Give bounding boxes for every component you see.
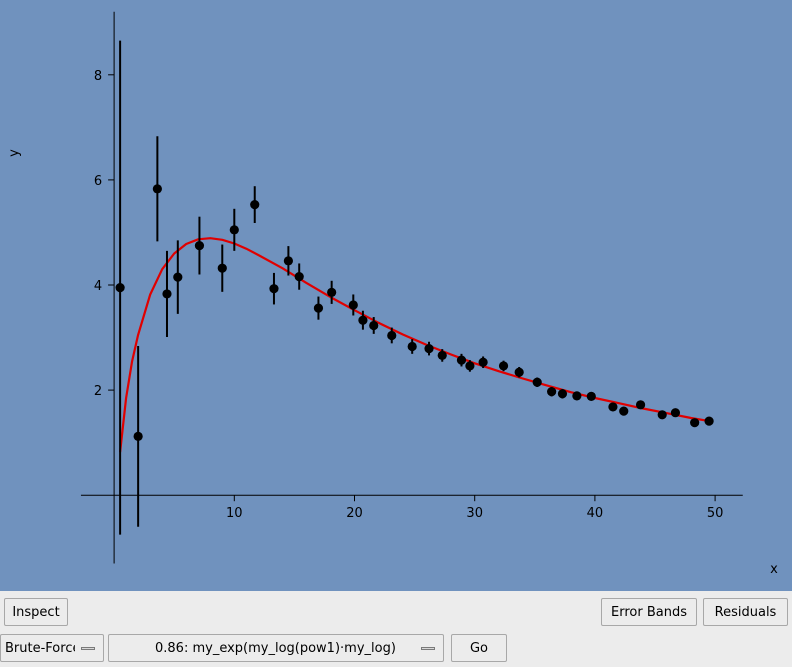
data-point <box>657 410 667 420</box>
data-point <box>514 367 524 377</box>
inspect-button[interactable]: Inspect <box>4 598 68 626</box>
y-axis-label: y <box>7 149 22 157</box>
data-point <box>348 300 358 310</box>
data-point <box>437 350 447 361</box>
data-point <box>547 387 557 397</box>
chart-canvas: 10 20 30 40 50 2 4 6 8 x y <box>7 11 778 577</box>
x-tick-label: 50 <box>707 506 724 521</box>
data-point <box>635 400 646 410</box>
method-select[interactable]: Brute-Force <box>0 634 104 662</box>
data-point <box>619 406 629 416</box>
data-point <box>294 271 304 282</box>
data-point <box>704 416 714 426</box>
method-select-value: Brute-Force <box>5 640 75 656</box>
go-button[interactable]: Go <box>451 634 507 662</box>
data-point <box>217 263 227 273</box>
data-point <box>194 240 205 251</box>
data-point <box>586 391 596 402</box>
data-point <box>465 361 475 371</box>
data-point <box>608 402 618 412</box>
data-point <box>229 225 239 235</box>
dropdown-indicator-icon <box>81 646 95 650</box>
data-point <box>407 341 417 352</box>
data-point <box>478 357 488 367</box>
data-point <box>269 284 279 294</box>
data-point <box>283 256 293 266</box>
fit-function-select[interactable]: 0.86: my_exp(my_log(pow1)·my_log) <box>108 634 444 662</box>
plot-area: 10 20 30 40 50 2 4 6 8 x y <box>0 0 792 591</box>
x-tick-label: 10 <box>226 506 243 521</box>
data-point <box>250 199 260 210</box>
data-point <box>115 283 125 293</box>
data-point <box>152 184 162 194</box>
data-point <box>173 272 183 282</box>
data-point <box>498 361 509 371</box>
data-point <box>532 377 542 387</box>
fit-function-select-value: 0.86: my_exp(my_log(pow1)·my_log) <box>155 640 396 656</box>
error-bands-button[interactable]: Error Bands <box>601 598 697 626</box>
y-tick-label: 4 <box>94 279 102 294</box>
residuals-button[interactable]: Residuals <box>703 598 788 626</box>
dropdown-indicator-icon <box>421 646 435 650</box>
data-point <box>670 408 681 418</box>
y-tick-label: 2 <box>94 384 102 399</box>
data-point <box>690 418 700 428</box>
data-point <box>572 391 582 401</box>
data-point <box>162 289 172 299</box>
data-point <box>369 320 379 331</box>
x-tick-label: 30 <box>466 506 483 521</box>
data-point <box>313 303 324 313</box>
data-point <box>424 343 434 354</box>
data-point <box>133 431 143 441</box>
y-tick-label: 8 <box>94 69 102 84</box>
data-point <box>387 330 397 341</box>
x-axis-label: x <box>770 562 778 577</box>
data-point <box>327 287 337 297</box>
data-point <box>358 315 368 325</box>
x-tick-label: 40 <box>587 506 604 521</box>
y-tick-label: 6 <box>94 174 102 189</box>
x-tick-label: 20 <box>346 506 363 521</box>
data-point <box>456 355 467 365</box>
data-point <box>557 389 568 399</box>
